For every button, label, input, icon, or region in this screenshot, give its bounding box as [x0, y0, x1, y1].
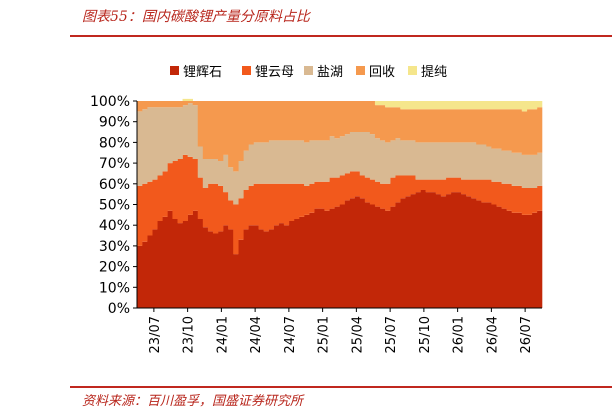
title-rule	[70, 35, 612, 37]
series-1-fill	[137, 190, 543, 308]
x-tick-label: 24/07	[283, 316, 298, 353]
legend-label: 提纯	[421, 64, 447, 80]
plot-area	[137, 98, 543, 308]
y-tick-label: 100%	[90, 94, 130, 110]
x-tick-label: 25/07	[384, 316, 399, 353]
legend: 锂辉石 锂云母 盐湖 回收 提纯	[170, 64, 447, 80]
legend-swatch	[170, 66, 179, 75]
x-tick-label: 25/10	[418, 316, 433, 353]
x-tick-label: 25/04	[350, 316, 365, 353]
y-tick-label: 40%	[99, 218, 130, 234]
y-tick-label: 10%	[99, 280, 130, 296]
series-3-fill	[137, 103, 543, 205]
y-tick-label: 0%	[108, 301, 130, 317]
x-tick-label: 26/04	[485, 316, 500, 353]
legend-item-4: 回收	[356, 65, 395, 80]
legend-swatch	[408, 66, 417, 75]
legend-swatch	[242, 66, 251, 75]
legend-item-1: 锂辉石	[170, 65, 222, 80]
y-tick-label: 30%	[99, 239, 130, 255]
x-tick-label: 24/01	[215, 316, 230, 353]
x-tick-label: 25/01	[317, 316, 332, 353]
y-tick-label: 70%	[99, 156, 130, 172]
y-tick-label: 90%	[99, 115, 130, 131]
series-5-area	[137, 98, 543, 112]
legend-label: 锂云母	[255, 65, 294, 80]
legend-label: 锂辉石	[183, 65, 222, 80]
legend-label: 回收	[369, 65, 395, 80]
legend-swatch	[304, 66, 313, 75]
source-note: 资料来源：百川盈孚，国盛证券研究所	[82, 394, 304, 409]
x-tick-label: 26/01	[452, 316, 467, 353]
legend-item-5: 提纯	[408, 64, 447, 80]
legend-label: 盐湖	[317, 65, 343, 80]
axes: 0% 10% 20% 30% 40% 50% 60% 70% 80% 90% 100% 23/07 23…	[90, 94, 542, 353]
figure-title: 图表55：国内碳酸锂产量分原料占比	[82, 9, 310, 25]
legend-swatch	[356, 66, 365, 75]
series-3-area	[137, 103, 543, 205]
legend-item-3: 盐湖	[304, 65, 343, 80]
y-tick-label: 60%	[99, 177, 130, 193]
source-rule	[70, 386, 612, 388]
series-5-fill	[137, 98, 543, 112]
series-4-area	[137, 101, 543, 172]
x-tick-label: 24/04	[249, 316, 264, 353]
y-tick-label: 20%	[99, 260, 130, 276]
y-tick-label: 80%	[99, 135, 130, 151]
x-tick-label: 23/10	[182, 316, 197, 353]
x-tick-label: 23/07	[148, 316, 163, 353]
y-tick-label: 50%	[99, 198, 130, 214]
series-1-area	[137, 190, 543, 308]
legend-item-2: 锂云母	[242, 65, 294, 80]
x-tick-label: 26/07	[519, 316, 534, 353]
series-4-fill	[137, 101, 543, 172]
